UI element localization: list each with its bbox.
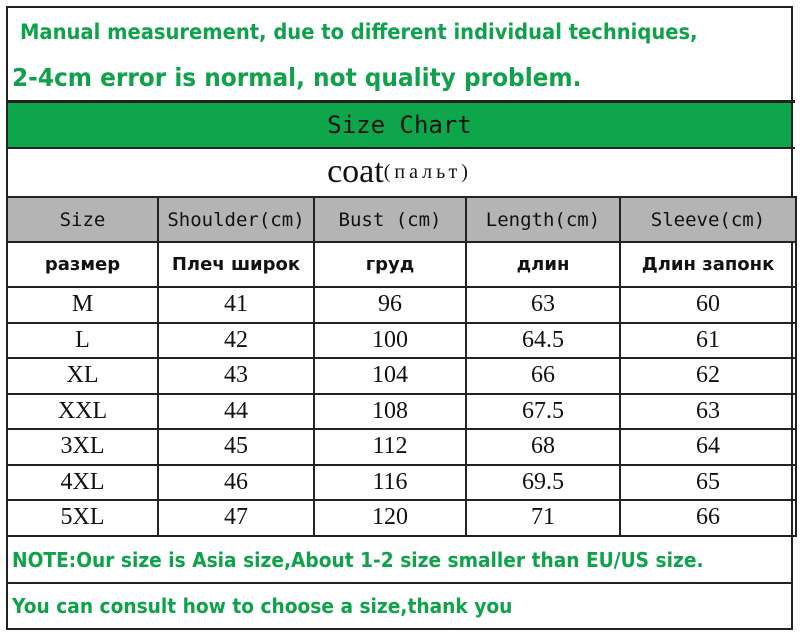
cell-length: 69.5 <box>465 463 621 501</box>
cell-bust: 116 <box>313 463 467 501</box>
cell-size: L <box>6 321 159 359</box>
cell-bust: 100 <box>313 321 467 359</box>
cell-bust: 96 <box>313 286 467 324</box>
divider <box>6 100 795 103</box>
header-size: Size <box>6 196 159 243</box>
cell-size: 5XL <box>6 499 159 537</box>
measurement-notice: Manual measurement, due to different ind… <box>8 8 791 100</box>
garment-type-label: coat <box>327 153 384 190</box>
header-shoulder: Shoulder(cm) <box>157 196 315 243</box>
header-sleeve-ru: Длин запонк <box>619 241 797 288</box>
header-bust: Bust (cm) <box>313 196 467 243</box>
cell-shoulder: 45 <box>157 428 315 466</box>
table-row: 4XL 46 116 69.5 65 <box>6 463 797 501</box>
table-header-row: Size Shoulder(cm) Bust (cm) Length(cm) S… <box>6 196 797 243</box>
cell-shoulder: 44 <box>157 392 315 430</box>
cell-size: M <box>6 286 159 324</box>
header-length-ru: длин <box>465 241 621 288</box>
table-row: 3XL 45 112 68 64 <box>6 428 797 466</box>
size-chart-title: Size Chart <box>8 103 791 147</box>
table-row: M 41 96 63 60 <box>6 286 797 324</box>
header-size-ru: размер <box>6 241 159 288</box>
notice-line-1: Manual measurement, due to different ind… <box>20 20 698 44</box>
cell-shoulder: 46 <box>157 463 315 501</box>
cell-size: 3XL <box>6 428 159 466</box>
consult-note-text: You can consult how to choose a size,tha… <box>12 594 513 618</box>
cell-size: XXL <box>6 392 159 430</box>
consult-note: You can consult how to choose a size,tha… <box>8 584 791 628</box>
cell-length: 68 <box>465 428 621 466</box>
divider <box>6 147 795 149</box>
table-row: XXL 44 108 67.5 63 <box>6 392 797 430</box>
cell-shoulder: 41 <box>157 286 315 324</box>
header-bust-ru: груд <box>313 241 467 288</box>
asia-size-note: NOTE:Our size is Asia size,About 1-2 siz… <box>8 540 791 584</box>
cell-sleeve: 61 <box>619 321 797 359</box>
cell-bust: 104 <box>313 357 467 395</box>
table-header-row-russian: размер Плеч широк груд длин Длин запонк <box>6 241 797 288</box>
size-table: Size Shoulder(cm) Bust (cm) Length(cm) S… <box>6 196 797 537</box>
cell-sleeve: 63 <box>619 392 797 430</box>
header-shoulder-ru: Плеч широк <box>157 241 315 288</box>
cell-length: 64.5 <box>465 321 621 359</box>
cell-sleeve: 62 <box>619 357 797 395</box>
cell-length: 63 <box>465 286 621 324</box>
cell-bust: 108 <box>313 392 467 430</box>
table-row: XL 43 104 66 62 <box>6 357 797 395</box>
cell-sleeve: 65 <box>619 463 797 501</box>
header-sleeve: Sleeve(cm) <box>619 196 797 243</box>
asia-size-note-text: NOTE:Our size is Asia size,About 1-2 siz… <box>12 548 704 572</box>
cell-size: XL <box>6 357 159 395</box>
cell-length: 66 <box>465 357 621 395</box>
cell-sleeve: 66 <box>619 499 797 537</box>
cell-bust: 112 <box>313 428 467 466</box>
cell-length: 67.5 <box>465 392 621 430</box>
table-row: 5XL 47 120 71 66 <box>6 499 797 537</box>
cell-sleeve: 64 <box>619 428 797 466</box>
cell-length: 71 <box>465 499 621 537</box>
cell-shoulder: 43 <box>157 357 315 395</box>
garment-type-translation: (пальт) <box>383 160 472 183</box>
notice-line-2: 2-4cm error is normal, not quality probl… <box>12 63 582 92</box>
table-row: L 42 100 64.5 61 <box>6 321 797 359</box>
cell-size: 4XL <box>6 463 159 501</box>
cell-sleeve: 60 <box>619 286 797 324</box>
garment-type: coat (пальт) <box>8 149 791 195</box>
header-length: Length(cm) <box>465 196 621 243</box>
cell-bust: 120 <box>313 499 467 537</box>
cell-shoulder: 42 <box>157 321 315 359</box>
cell-shoulder: 47 <box>157 499 315 537</box>
